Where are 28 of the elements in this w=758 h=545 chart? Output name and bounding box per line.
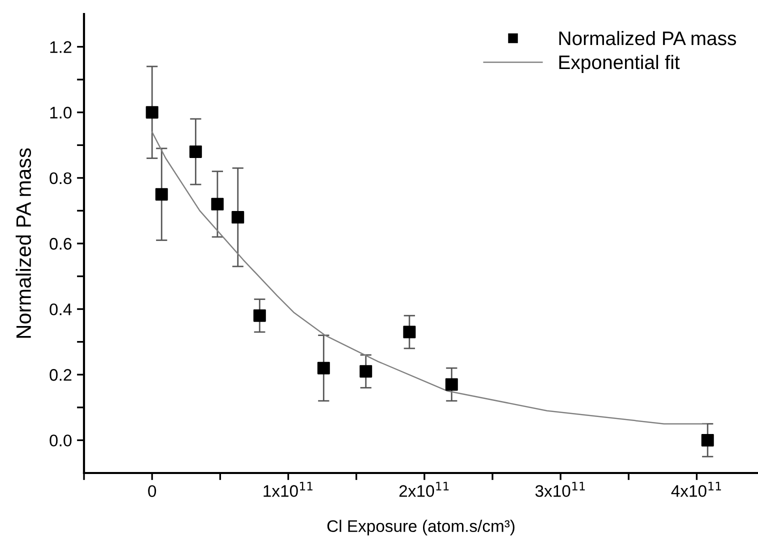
x-tick-label: 0 <box>148 485 156 498</box>
point <box>232 211 244 224</box>
point <box>445 378 458 391</box>
line-series <box>151 131 707 424</box>
point <box>701 434 714 446</box>
legend-label: Normalized PA mass <box>559 30 736 46</box>
point <box>360 365 372 378</box>
y-tick-label: 0.2 <box>50 369 72 381</box>
point <box>211 198 224 210</box>
y-tick-label: 0.0 <box>50 434 72 446</box>
y-axis-title: Normalized PA mass <box>16 148 32 338</box>
x-tick-label: 1x10$^{11}$ <box>264 482 312 497</box>
point <box>253 309 266 322</box>
legend-label: Exponential fit <box>559 54 680 74</box>
point <box>146 106 158 119</box>
y-tick-label: 1.0 <box>50 106 72 119</box>
x-tick-label: 2x10$^{11}$ <box>399 482 449 497</box>
y-tick-label: 0.4 <box>50 303 72 316</box>
point <box>317 362 330 374</box>
x-tick-label: 4x10$^{11}$ <box>671 482 721 497</box>
point <box>155 188 168 201</box>
y-tick-label: 0.8 <box>50 172 72 184</box>
x-tick-label: 3x10$^{11}$ <box>535 482 585 497</box>
point <box>403 326 416 338</box>
y-tick-label: 0.6 <box>50 238 72 250</box>
point <box>189 145 202 158</box>
y-tick-label: 1.2 <box>50 41 72 53</box>
x-axis-title: Cl Exposure (atom.s/cm³) <box>327 520 514 536</box>
